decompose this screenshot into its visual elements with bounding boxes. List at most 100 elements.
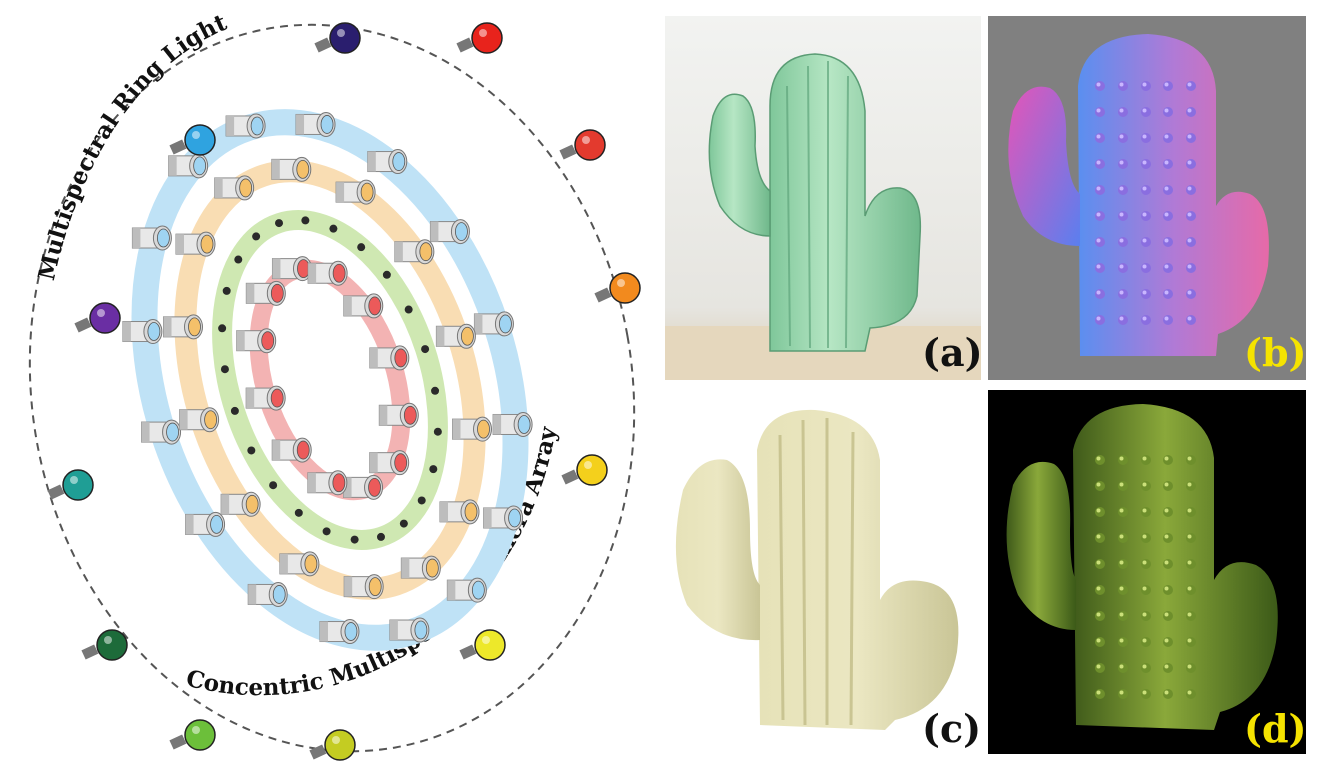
- bump-highlight: [1096, 456, 1101, 461]
- bump: [1141, 533, 1151, 543]
- bump-highlight: [1096, 534, 1101, 539]
- bump-highlight: [1187, 560, 1192, 565]
- bump: [1118, 159, 1128, 169]
- bump-highlight: [1164, 238, 1169, 243]
- bump-highlight: [1096, 82, 1101, 87]
- camera: [400, 555, 441, 581]
- bump-highlight: [1164, 134, 1169, 139]
- bump-highlight: [1119, 238, 1124, 243]
- bump: [1163, 237, 1173, 247]
- camera: [175, 231, 216, 257]
- bump-highlight: [1119, 316, 1124, 321]
- bump-highlight: [1119, 690, 1124, 695]
- bump: [1186, 611, 1196, 621]
- bump: [1118, 559, 1128, 569]
- bump-highlight: [1187, 638, 1192, 643]
- bump-highlight: [1119, 108, 1124, 113]
- bump-highlight: [1119, 508, 1124, 513]
- bump: [1118, 481, 1128, 491]
- bump-highlight: [1187, 290, 1192, 295]
- bump-highlight: [1164, 508, 1169, 513]
- bump-highlight: [1164, 612, 1169, 617]
- bump: [1141, 481, 1151, 491]
- camera: [343, 293, 384, 319]
- panel-a-label: (a): [922, 330, 983, 375]
- bump: [1163, 559, 1173, 569]
- bump: [1141, 289, 1151, 299]
- camera: [271, 156, 312, 182]
- bump-highlight: [1096, 586, 1101, 591]
- bump-highlight: [1096, 638, 1101, 643]
- bump-highlight: [1164, 290, 1169, 295]
- bump-highlight: [1164, 108, 1169, 113]
- light-bulb: [456, 22, 503, 54]
- second-ring: [174, 160, 486, 600]
- camera: [473, 311, 514, 337]
- bump-highlight: [1187, 160, 1192, 165]
- bump: [1095, 455, 1105, 465]
- sensor-dot: [275, 219, 284, 228]
- bump: [1141, 637, 1151, 647]
- bump: [1141, 237, 1151, 247]
- bump: [1095, 585, 1105, 595]
- camera: [122, 319, 163, 345]
- ring-light-path: [28, 23, 636, 753]
- bump-highlight: [1164, 456, 1169, 461]
- render-bumps: [1095, 455, 1196, 699]
- camera: [225, 113, 266, 139]
- sensor-dot: [350, 535, 359, 544]
- bump-highlight: [1187, 586, 1192, 591]
- bump-highlight: [1142, 212, 1147, 217]
- bump: [1118, 663, 1128, 673]
- bump-highlight: [1164, 160, 1169, 165]
- bump-highlight: [1164, 316, 1169, 321]
- camera: [319, 619, 360, 645]
- bump-highlight: [1119, 212, 1124, 217]
- light-bulb: [169, 719, 216, 751]
- light-bulb: [169, 124, 216, 156]
- bump-highlight: [1096, 664, 1101, 669]
- bump: [1141, 455, 1151, 465]
- bump: [1118, 315, 1128, 325]
- bump-highlight: [1119, 290, 1124, 295]
- bump-highlight: [1142, 238, 1147, 243]
- bump: [1118, 107, 1128, 117]
- bump: [1118, 507, 1128, 517]
- bump: [1095, 689, 1105, 699]
- camera: [220, 491, 261, 517]
- bump: [1095, 289, 1105, 299]
- bump: [1118, 211, 1128, 221]
- bump-highlight: [1119, 482, 1124, 487]
- bump: [1095, 107, 1105, 117]
- bump-highlight: [1119, 534, 1124, 539]
- bump: [1095, 133, 1105, 143]
- bump-highlight: [1142, 134, 1147, 139]
- camera: [141, 419, 182, 445]
- bump-highlight: [1142, 482, 1147, 487]
- camera: [429, 219, 470, 245]
- bump-highlight: [1187, 690, 1192, 695]
- sensor-dot: [234, 255, 243, 264]
- bump-highlight: [1187, 212, 1192, 217]
- bump: [1163, 185, 1173, 195]
- bump: [1186, 107, 1196, 117]
- camera: [245, 385, 286, 411]
- bump-highlight: [1142, 456, 1147, 461]
- bump-highlight: [1096, 612, 1101, 617]
- cactus-photo: [708, 53, 922, 352]
- bump-highlight: [1142, 690, 1147, 695]
- bump: [1141, 663, 1151, 673]
- bump-highlight: [1187, 482, 1192, 487]
- camera: [439, 499, 480, 525]
- camera: [343, 474, 384, 500]
- bump: [1163, 455, 1173, 465]
- sensor-dot: [220, 365, 229, 374]
- sensor-dot: [417, 496, 426, 505]
- bump: [1163, 107, 1173, 117]
- bump-highlight: [1119, 664, 1124, 669]
- camera: [236, 328, 277, 354]
- bump-highlight: [1164, 638, 1169, 643]
- camera: [389, 617, 430, 643]
- bump-highlight: [1164, 560, 1169, 565]
- bump-highlight: [1096, 212, 1101, 217]
